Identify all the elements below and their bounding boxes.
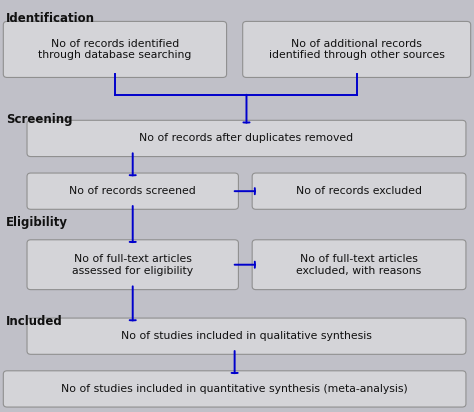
Text: Screening: Screening xyxy=(6,113,72,126)
Text: No of full-text articles
assessed for eligibility: No of full-text articles assessed for el… xyxy=(72,254,193,276)
Text: No of records screened: No of records screened xyxy=(69,186,196,196)
Text: No of studies included in quantitative synthesis (meta-analysis): No of studies included in quantitative s… xyxy=(61,384,408,394)
Text: No of records after duplicates removed: No of records after duplicates removed xyxy=(139,133,354,143)
FancyBboxPatch shape xyxy=(243,21,471,77)
FancyBboxPatch shape xyxy=(3,21,227,77)
Text: No of additional records
identified through other sources: No of additional records identified thro… xyxy=(269,39,445,60)
FancyBboxPatch shape xyxy=(27,240,238,290)
Text: Included: Included xyxy=(6,315,63,328)
Text: No of records identified
through database searching: No of records identified through databas… xyxy=(38,39,191,60)
Text: Eligibility: Eligibility xyxy=(6,216,68,229)
Text: Identification: Identification xyxy=(6,12,95,25)
Text: No of records excluded: No of records excluded xyxy=(296,186,422,196)
Text: No of studies included in qualitative synthesis: No of studies included in qualitative sy… xyxy=(121,331,372,341)
FancyBboxPatch shape xyxy=(3,371,466,407)
FancyBboxPatch shape xyxy=(252,173,466,209)
FancyBboxPatch shape xyxy=(27,120,466,157)
Text: No of full-text articles
excluded, with reasons: No of full-text articles excluded, with … xyxy=(296,254,422,276)
FancyBboxPatch shape xyxy=(27,318,466,354)
FancyBboxPatch shape xyxy=(27,173,238,209)
FancyBboxPatch shape xyxy=(252,240,466,290)
